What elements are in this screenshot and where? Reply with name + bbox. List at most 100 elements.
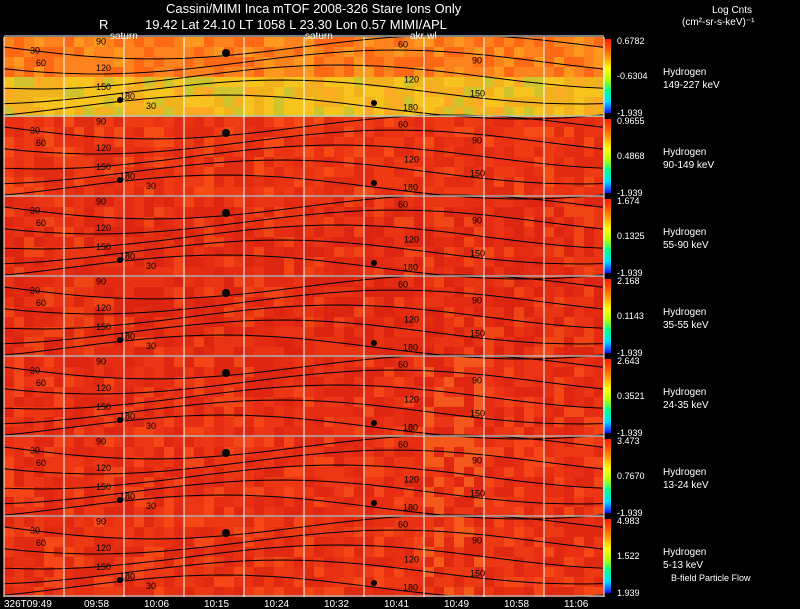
overlay-label: saturn xyxy=(110,31,138,42)
energy-label: 5-13 keV xyxy=(663,560,703,571)
contour-label: 180 xyxy=(120,571,135,581)
planet-marker xyxy=(222,209,230,217)
contour-label: 30 xyxy=(146,421,156,431)
contour-label: 120 xyxy=(404,395,419,405)
contour-line xyxy=(3,254,605,280)
planet-marker xyxy=(371,100,377,106)
contour-label: 120 xyxy=(404,235,419,245)
species-label: Hydrogen xyxy=(663,547,706,558)
contour-label: 150 xyxy=(96,242,111,252)
contour-label: 90 xyxy=(472,376,482,386)
colorbar xyxy=(603,39,611,113)
contour-label: 150 xyxy=(470,488,485,498)
contour-label: 180 xyxy=(120,491,135,501)
planet-marker xyxy=(222,129,230,137)
energy-label: 13-24 keV xyxy=(663,480,709,491)
time-tick-label: 10:24 xyxy=(264,599,289,609)
contour-label: 180 xyxy=(403,343,418,353)
contour-label: 60 xyxy=(398,280,408,290)
contour-label: 90 xyxy=(96,277,106,287)
contour-line xyxy=(3,494,605,520)
colorbar-min-label: 1.939 xyxy=(617,588,640,598)
colorbar-min-label: -1.939 xyxy=(617,188,643,198)
contour-label: 30 xyxy=(30,366,40,376)
contour-label: 120 xyxy=(96,303,111,313)
colorbar xyxy=(603,199,611,273)
contour-line xyxy=(3,544,605,570)
time-tick-label: 10:32 xyxy=(324,599,349,609)
contour-line xyxy=(3,399,605,425)
contour-line xyxy=(3,334,605,360)
contour-line xyxy=(3,144,605,170)
contour-label: 30 xyxy=(146,261,156,271)
contour-label: 180 xyxy=(403,263,418,273)
contour-label: 60 xyxy=(36,298,46,308)
colorbar xyxy=(603,359,611,433)
contour-line xyxy=(3,159,605,185)
contour-label: 60 xyxy=(36,538,46,548)
plot-title: Cassini/MIMI Inca mTOF 2008-326 Stare Io… xyxy=(166,1,462,16)
contour-label: 30 xyxy=(146,581,156,591)
contour-label: 150 xyxy=(96,562,111,572)
contour-line xyxy=(3,129,605,155)
contour-label: 90 xyxy=(96,357,106,367)
energy-label: 149-227 keV xyxy=(663,80,720,91)
contour-label: 90 xyxy=(472,296,482,306)
units-subtitle: (cm²-sr-s-keV)⁻¹ xyxy=(682,17,755,28)
energy-label: 55-90 keV xyxy=(663,240,709,251)
contour-label: 150 xyxy=(470,88,485,98)
planet-marker xyxy=(371,500,377,506)
contour-line xyxy=(3,319,605,345)
planet-marker xyxy=(222,449,230,457)
contour-line xyxy=(3,174,605,200)
contour-label: 30 xyxy=(30,206,40,216)
contour-label: 150 xyxy=(96,322,111,332)
contour-label: 180 xyxy=(403,583,418,593)
colorbar-mid-label: 0.4868 xyxy=(617,151,645,161)
planet-marker xyxy=(117,497,123,503)
footer-note: B-field Particle Flow xyxy=(671,573,751,583)
colorbar-mid-label: -0.6304 xyxy=(617,71,648,81)
colorbar xyxy=(603,519,611,593)
contour-line xyxy=(3,224,605,250)
colorbar-max-label: 0.9655 xyxy=(617,116,645,126)
contour-line xyxy=(3,304,605,330)
species-label: Hydrogen xyxy=(663,387,706,398)
time-tick-label: 10:58 xyxy=(504,599,529,609)
planet-marker xyxy=(371,420,377,426)
colorbar-min-label: -1.939 xyxy=(617,268,643,278)
contour-line xyxy=(3,209,605,235)
time-tick-label: 10:06 xyxy=(144,599,169,609)
contour-label: 120 xyxy=(96,463,111,473)
contour-label: 60 xyxy=(398,40,408,50)
contour-label: 120 xyxy=(404,475,419,485)
units-title: Log Cnts xyxy=(712,5,753,16)
contour-label: 90 xyxy=(96,197,106,207)
contour-label: 30 xyxy=(30,126,40,136)
position-line: 19.42 Lat 24.10 LT 1058 L 23.30 Lon 0.57… xyxy=(145,17,447,32)
contour-label: 180 xyxy=(120,331,135,341)
r-label: R xyxy=(99,17,109,32)
contour-line xyxy=(3,529,605,555)
contour-label: 30 xyxy=(30,446,40,456)
contour-label: 90 xyxy=(472,216,482,226)
time-tick-label: 09:58 xyxy=(84,599,109,609)
contour-label: 90 xyxy=(96,517,106,527)
time-tick-label: 10:41 xyxy=(384,599,409,609)
contour-label: 60 xyxy=(398,200,408,210)
contour-line xyxy=(3,49,605,75)
contour-line xyxy=(3,574,605,600)
time-tick-label: 10:49 xyxy=(444,599,469,609)
contour-label: 180 xyxy=(120,171,135,181)
contour-label: 30 xyxy=(30,286,40,296)
colorbar-mid-label: 1.522 xyxy=(617,551,640,561)
contour-label: 90 xyxy=(472,56,482,66)
contour-label: 150 xyxy=(470,408,485,418)
colorbar-max-label: 1.674 xyxy=(617,196,640,206)
contour-label: 150 xyxy=(470,248,485,258)
colorbar-max-label: 2.643 xyxy=(617,356,640,366)
contour-line xyxy=(3,559,605,585)
contour-line xyxy=(3,369,605,395)
planet-marker xyxy=(371,260,377,266)
contour-line xyxy=(3,79,605,105)
